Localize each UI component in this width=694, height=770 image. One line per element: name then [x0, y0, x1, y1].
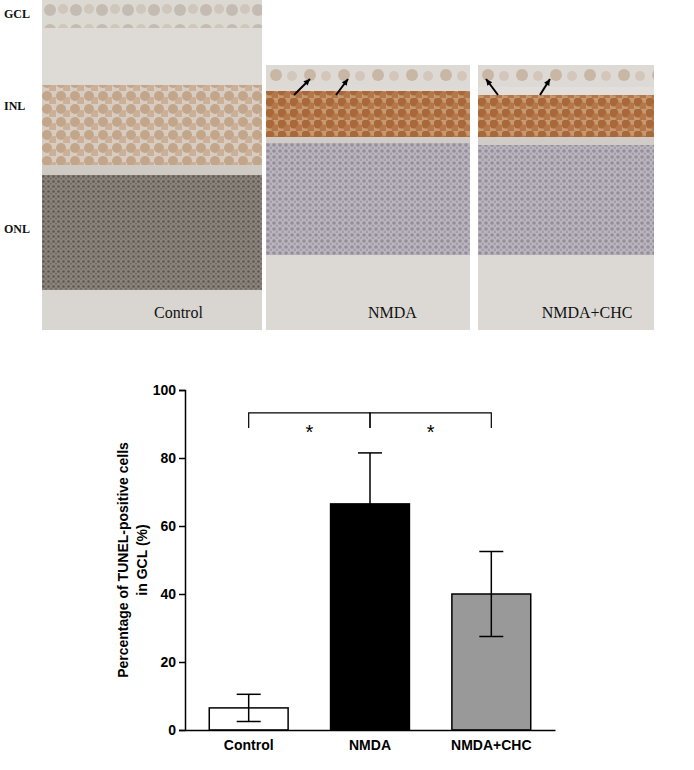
axis-line — [179, 391, 186, 731]
retina-layer — [266, 87, 470, 91]
micrograph-panel: NMDA — [266, 65, 470, 330]
error-bar-cap — [358, 452, 382, 454]
tick-mark — [179, 594, 185, 596]
arrow-shaft — [294, 79, 310, 95]
retina-layer — [266, 137, 470, 143]
x-axis: Control NMDA NMDA+CHC — [186, 730, 556, 753]
x-tick: NMDA — [349, 730, 391, 753]
significance-label: * — [427, 421, 435, 443]
error-bar-stem — [248, 694, 250, 721]
retina-layer — [478, 95, 654, 137]
y-axis-title-line: Percentage of TUNEL-positive cells — [115, 442, 131, 678]
error-bar-cap — [237, 721, 261, 723]
error-bar-stem — [491, 552, 493, 637]
retina-layer — [42, 290, 262, 330]
error-bar — [358, 453, 382, 555]
tick-label: NMDA+CHC — [451, 737, 532, 753]
tick-mark — [179, 458, 185, 460]
y-tick: 80 — [160, 450, 185, 466]
arrow-shaft — [486, 79, 498, 95]
arrow-shaft — [540, 79, 550, 95]
y-tick: 20 — [160, 654, 185, 670]
micrograph-panel: Control — [42, 0, 262, 330]
error-bar-stem — [369, 453, 371, 555]
y-tick: 40 — [160, 586, 185, 602]
retina-layer — [42, 0, 262, 28]
error-bar-cap — [479, 551, 503, 553]
retina-layer — [478, 65, 654, 87]
tick-label: 100 — [153, 382, 177, 398]
arrow-head — [544, 79, 550, 86]
retina-layer — [478, 145, 654, 255]
y-axis-title-line: in GCL (%) — [134, 524, 150, 595]
layer-label: GCL — [4, 7, 30, 21]
retina-layer — [478, 87, 654, 95]
error-bar-cap — [358, 554, 382, 556]
retina-layer — [266, 143, 470, 255]
micrographs: Control NMDA NMDA+CHC GCL INL ONL — [4, 0, 654, 330]
tick-label: 40 — [160, 586, 176, 602]
arrow-head — [486, 79, 492, 86]
retina-layer — [266, 65, 470, 87]
tick-label: 80 — [160, 450, 176, 466]
y-tick: 100 — [153, 382, 185, 398]
y-tick: 60 — [160, 518, 185, 534]
arrow-head — [303, 79, 310, 86]
layer-label: INL — [4, 99, 25, 113]
tick-mark — [179, 390, 185, 392]
tick-label: 20 — [160, 654, 176, 670]
panel-label: Control — [154, 304, 203, 321]
retina-layer — [42, 85, 262, 165]
y-axis: 0 20 40 60 80 100 — [153, 382, 186, 738]
panel-label: NMDA — [368, 304, 417, 321]
y-axis-title: Percentage of TUNEL-positive cellsin GCL… — [115, 442, 150, 678]
arrow-shaft — [336, 79, 348, 95]
micrograph-panel: NMDA+CHC — [478, 65, 654, 330]
x-tick: Control — [224, 730, 274, 753]
retina-layer — [266, 255, 470, 330]
tick-label: NMDA — [349, 737, 391, 753]
figure: Control NMDA NMDA+CHC GCL INL ONL 0 20 40 60 80 100… — [0, 0, 694, 770]
error-bar-cap — [237, 694, 261, 696]
retina-layer — [42, 175, 262, 290]
tick-mark — [179, 730, 185, 732]
axis-line — [186, 730, 556, 732]
retina-layer — [266, 91, 470, 137]
retina-layer — [42, 165, 262, 175]
retina-layer — [42, 28, 262, 85]
x-tick: NMDA+CHC — [451, 730, 532, 753]
significance-label: * — [305, 421, 313, 443]
chart: 0 20 40 60 80 100 Control NMDA NMDA+CHC Percentag… — [115, 382, 556, 753]
tick-mark — [179, 662, 185, 664]
error-bar — [237, 694, 261, 721]
plot-area — [209, 453, 530, 730]
arrow-head — [342, 79, 348, 86]
tick-mark — [179, 526, 185, 528]
tick-label: Control — [224, 737, 274, 753]
y-tick: 0 — [168, 722, 185, 738]
retina-layer — [478, 255, 654, 330]
layer-label: ONL — [4, 222, 30, 236]
retina-layer — [478, 137, 654, 145]
tick-label: 0 — [168, 722, 176, 738]
error-bar-cap — [479, 636, 503, 638]
error-bar — [479, 552, 503, 637]
panel-label: NMDA+CHC — [542, 304, 633, 321]
tick-label: 60 — [160, 518, 176, 534]
